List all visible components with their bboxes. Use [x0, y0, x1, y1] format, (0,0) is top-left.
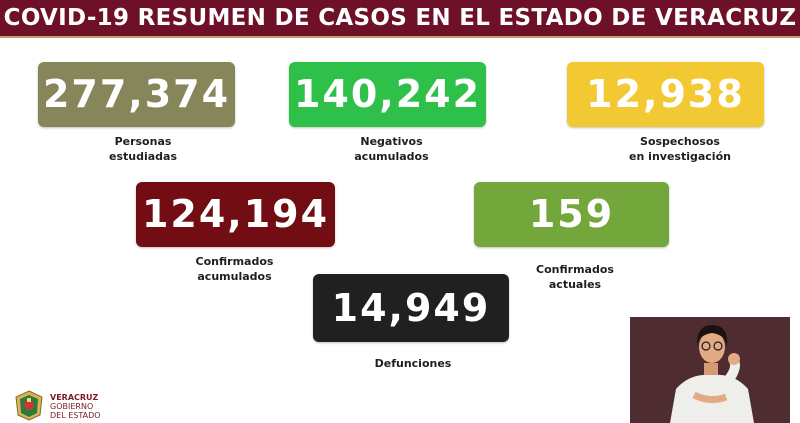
interpreter-figure [630, 317, 790, 423]
label-line: Negativos [360, 135, 423, 148]
veracruz-state-seal-icon [15, 390, 43, 421]
footer-line: GOBIERNO [50, 402, 94, 411]
label-line: actuales [548, 278, 602, 291]
stat-confirmados-actuales: 159 [474, 182, 669, 247]
header-bar: COVID-19 RESUMEN DE CASOS EN EL ESTADO D… [0, 0, 800, 38]
label-confirmados-actuales: Confirmados actuales [480, 262, 670, 292]
footer-brand: VERACRUZ GOBIERNO DEL ESTADO [50, 393, 101, 420]
label-line: Confirmados [536, 263, 614, 276]
label-sospechosos: Sospechosos en investigación [585, 134, 775, 164]
page-title: COVID-19 RESUMEN DE CASOS EN EL ESTADO D… [3, 5, 797, 31]
label-line: acumulados [197, 270, 272, 283]
label-personas-estudiadas: Personas estudiadas [38, 134, 248, 164]
stat-negativos-acumulados: 140,242 [289, 62, 486, 127]
label-confirmados-acumulados: Confirmados acumulados [136, 254, 333, 284]
stat-sospechosos: 12,938 [567, 62, 764, 127]
stat-personas-estudiadas: 277,374 [38, 62, 235, 127]
label-line: acumulados [354, 150, 429, 163]
label-line: Sospechosos [640, 135, 720, 148]
label-line: Personas [114, 135, 172, 148]
stat-confirmados-acumulados: 124,194 [136, 182, 335, 247]
stat-defunciones: 14,949 [313, 274, 509, 342]
label-line: Defunciones [374, 357, 452, 370]
label-line: estudiadas [108, 150, 177, 163]
label-defunciones: Defunciones [313, 356, 513, 371]
footer-line: VERACRUZ [50, 393, 99, 402]
label-line: Confirmados [195, 255, 274, 268]
sign-language-interpreter-video [630, 317, 790, 423]
footer-line: DEL ESTADO [50, 411, 101, 420]
label-line: en investigación [629, 150, 731, 163]
label-negativos-acumulados: Negativos acumulados [289, 134, 494, 164]
